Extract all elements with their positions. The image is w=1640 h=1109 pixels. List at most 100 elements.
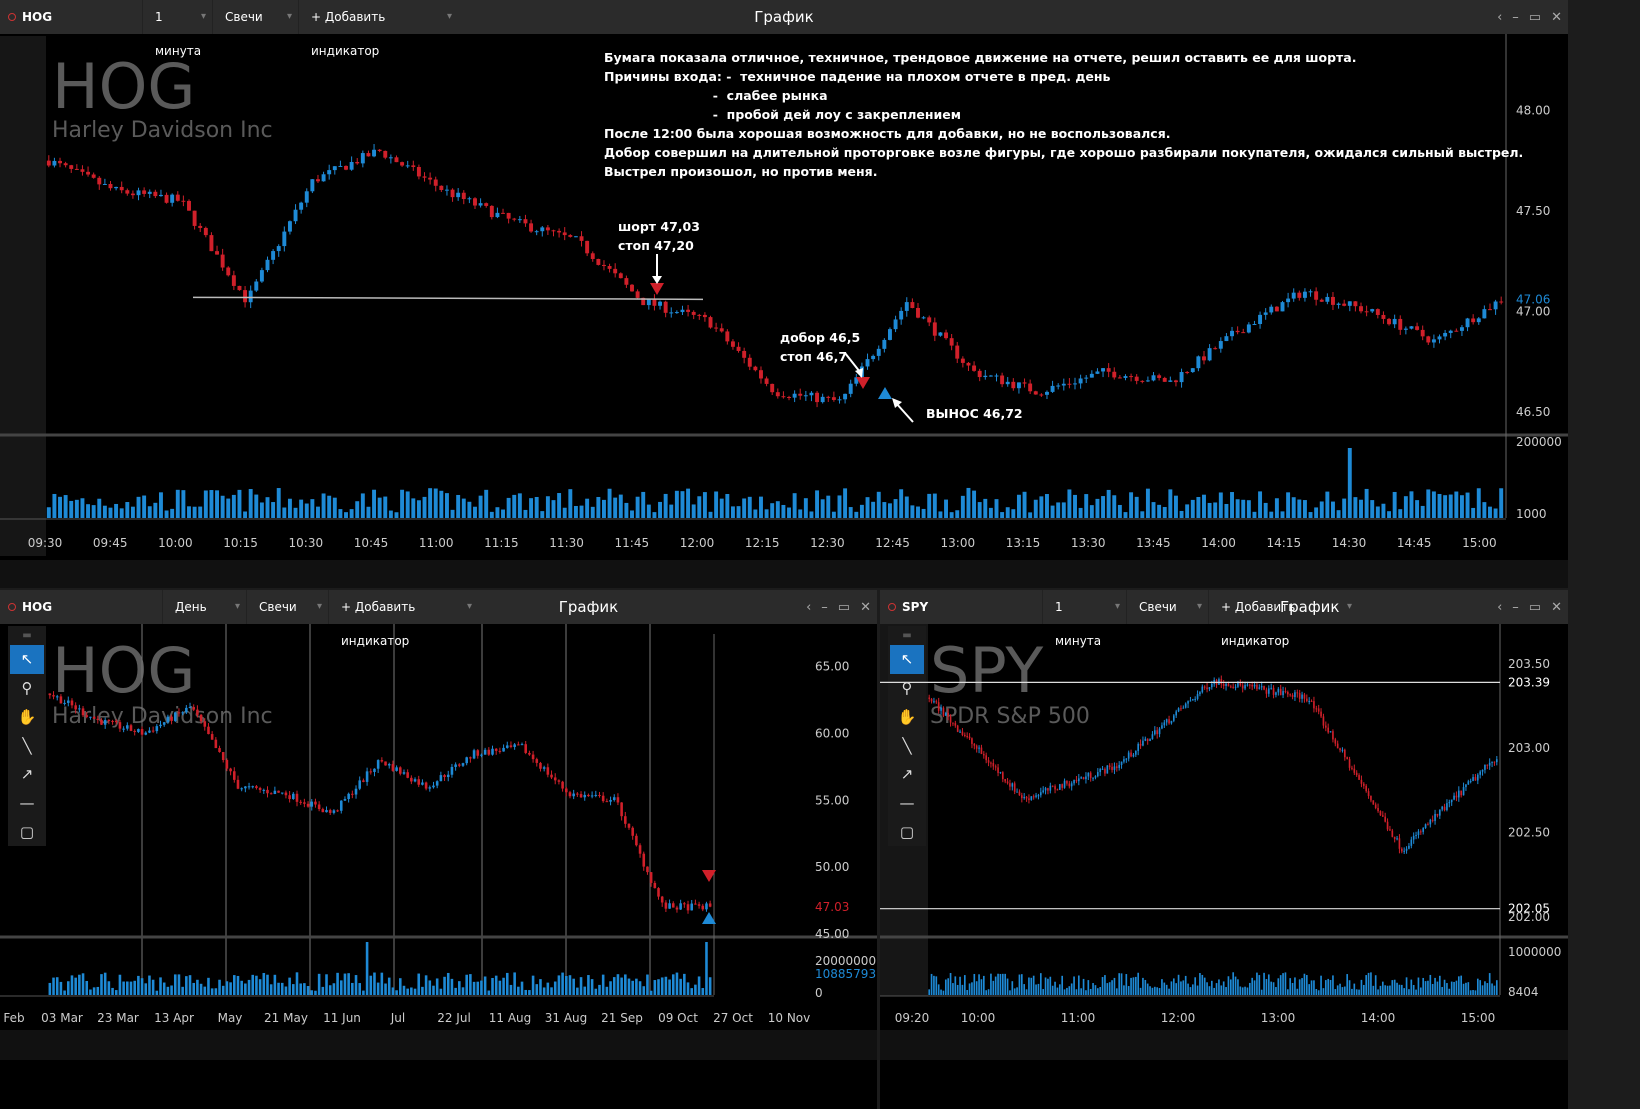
hand-icon[interactable]: ✋ bbox=[17, 707, 37, 726]
chart-type-select[interactable]: Свечи bbox=[212, 0, 298, 34]
grip-icon[interactable]: ▬ bbox=[22, 630, 32, 642]
right-candle-body bbox=[1220, 679, 1223, 684]
right-volume-bar bbox=[1170, 981, 1173, 995]
right-volume-bar bbox=[1481, 985, 1484, 995]
right-navigator-scrollbar[interactable] bbox=[880, 1030, 1568, 1060]
time-axis-label: 11:15 bbox=[484, 536, 519, 550]
top-volume-bar bbox=[843, 488, 848, 518]
right-volume-bar bbox=[1044, 977, 1047, 995]
hline-tool-icon[interactable]: — bbox=[19, 793, 35, 812]
right-volume-bar bbox=[1210, 980, 1213, 995]
line-tool-icon[interactable]: ╲ bbox=[22, 736, 32, 755]
interval-select[interactable]: День bbox=[162, 590, 246, 624]
volume-axis-label: 10885793 bbox=[815, 967, 876, 981]
top-volume-bar bbox=[770, 503, 775, 518]
right-candle-body bbox=[1263, 686, 1265, 690]
left-volume-bar bbox=[564, 976, 568, 995]
maximize-icon[interactable]: ▭ bbox=[1528, 599, 1542, 615]
add-indicator-button[interactable]: + Добавить индикатор bbox=[298, 0, 458, 58]
top-volume-bar bbox=[1274, 498, 1279, 518]
top-volume-bar bbox=[287, 498, 292, 518]
top-volume-bar bbox=[1145, 488, 1150, 518]
interval-select[interactable]: 1 минута bbox=[142, 0, 212, 58]
top-candle-body bbox=[1235, 330, 1240, 333]
top-candle-body bbox=[1448, 330, 1453, 333]
rect-tool-icon[interactable]: ▢ bbox=[899, 822, 915, 841]
back-icon[interactable]: ‹ bbox=[1497, 599, 1503, 615]
right-candle-body bbox=[1063, 780, 1066, 788]
add-indicator-button[interactable]: + Добавить индикатор bbox=[328, 590, 478, 648]
cursor-icon[interactable]: ↖ bbox=[890, 645, 924, 674]
line-tool-icon[interactable]: ╲ bbox=[902, 736, 912, 755]
right-candle-body bbox=[1165, 719, 1168, 723]
close-icon[interactable]: ✕ bbox=[1551, 599, 1562, 615]
minimize-icon[interactable]: – bbox=[1512, 599, 1519, 615]
right-volume-bar bbox=[1267, 974, 1270, 995]
symbol-field[interactable]: HOG bbox=[22, 10, 53, 24]
left-volume-bar bbox=[539, 979, 542, 995]
top-candle-body bbox=[1112, 371, 1117, 378]
right-candle-body bbox=[1042, 790, 1045, 793]
top-candle-body bbox=[220, 254, 225, 268]
right-candle-body bbox=[1039, 792, 1042, 796]
top-volume-bar bbox=[618, 494, 623, 518]
zoom-icon[interactable]: ⚲ bbox=[21, 679, 33, 698]
minimize-icon[interactable]: – bbox=[821, 599, 828, 615]
minimize-icon[interactable]: – bbox=[1512, 9, 1519, 25]
hline-tool-icon[interactable]: — bbox=[899, 793, 915, 812]
grip-icon[interactable]: ▬ bbox=[902, 630, 912, 642]
close-icon[interactable]: ✕ bbox=[1551, 9, 1562, 25]
right-volume-bar bbox=[994, 976, 997, 995]
symbol-field[interactable]: SPY bbox=[902, 600, 929, 614]
rect-tool-icon[interactable]: ▢ bbox=[19, 822, 35, 841]
top-navigator-scrollbar[interactable] bbox=[0, 560, 1568, 588]
chart-type-select[interactable]: Свечи bbox=[246, 590, 328, 624]
maximize-icon[interactable]: ▭ bbox=[837, 599, 851, 615]
right-volume-bar bbox=[1089, 988, 1092, 995]
top-volume-bar bbox=[1302, 500, 1307, 518]
arrow-tool-icon[interactable]: ↗ bbox=[900, 765, 914, 784]
right-volume-bar bbox=[1241, 987, 1244, 995]
top-candle-body bbox=[893, 319, 898, 330]
interval-select[interactable]: 1 минута bbox=[1042, 590, 1126, 648]
symbol-field[interactable]: HOG bbox=[22, 600, 53, 614]
chart-type-select[interactable]: Свечи bbox=[1126, 590, 1208, 624]
top-volume-bar bbox=[1173, 495, 1178, 518]
right-candle-body bbox=[1094, 776, 1097, 778]
arrow-tool-icon[interactable]: ↗ bbox=[20, 765, 34, 784]
cursor-icon[interactable]: ↖ bbox=[10, 645, 44, 674]
top-candle-body bbox=[708, 317, 713, 328]
left-volume-bar bbox=[616, 974, 620, 995]
top-candle-body bbox=[613, 268, 618, 274]
close-icon[interactable]: ✕ bbox=[860, 599, 871, 615]
right-volume-bar bbox=[1417, 977, 1420, 995]
back-icon[interactable]: ‹ bbox=[1497, 9, 1503, 25]
top-candle-body bbox=[46, 160, 51, 166]
top-volume-bar bbox=[383, 496, 388, 518]
hand-icon[interactable]: ✋ bbox=[897, 707, 917, 726]
maximize-icon[interactable]: ▭ bbox=[1528, 9, 1542, 25]
top-volume-bar bbox=[478, 495, 483, 518]
top-candle-body bbox=[114, 186, 119, 189]
left-volume-bar bbox=[509, 984, 513, 995]
top-candle-body bbox=[411, 165, 416, 167]
left-candle-body bbox=[214, 739, 218, 749]
left-navigator-scrollbar[interactable] bbox=[0, 1030, 877, 1060]
left-volume-bar bbox=[181, 986, 184, 995]
zoom-icon[interactable]: ⚲ bbox=[901, 679, 913, 698]
left-volume-bar bbox=[299, 983, 302, 995]
back-icon[interactable]: ‹ bbox=[806, 599, 812, 615]
top-volume-bar bbox=[787, 507, 791, 518]
add-indicator-button[interactable]: + Добавить индикатор bbox=[1208, 590, 1358, 648]
top-volume-bar bbox=[1000, 512, 1005, 518]
right-volume-bar bbox=[1301, 978, 1303, 995]
left-candle-body bbox=[155, 726, 159, 732]
top-volume-bar bbox=[231, 494, 236, 518]
left-volume-bar bbox=[303, 983, 306, 995]
top-volume-bar bbox=[1022, 491, 1027, 518]
top-candle-body bbox=[551, 230, 556, 232]
right-volume-bar bbox=[1270, 981, 1273, 995]
right-candle-body bbox=[987, 760, 990, 763]
right-candle-body bbox=[961, 731, 964, 735]
top-candle-body bbox=[1162, 377, 1167, 382]
